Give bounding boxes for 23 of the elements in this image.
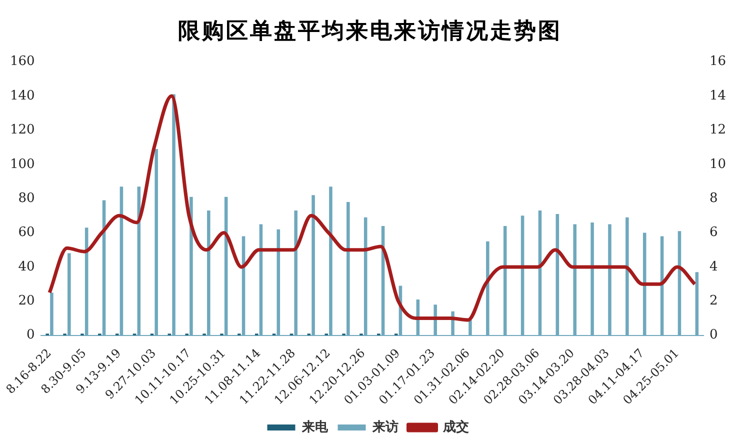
line-series — [48, 94, 696, 322]
y-tick-label: 140 — [10, 88, 35, 104]
y-tick-label: 100 — [10, 156, 35, 172]
y-tick-label: 160 — [10, 54, 35, 70]
legend-label: 来访 — [371, 418, 398, 435]
y-tick-label: 80 — [18, 190, 35, 206]
y2-tick-label: 10 — [709, 156, 726, 172]
y2-tick-label: 8 — [709, 190, 718, 206]
y2-tick-label: 14 — [709, 88, 726, 104]
legend-label: 成交 — [442, 418, 469, 435]
y-tick-label: 20 — [18, 294, 35, 309]
y-tick-label: 120 — [10, 122, 35, 138]
y-tick-label: 40 — [18, 259, 35, 274]
y2-tick-label: 6 — [709, 225, 718, 240]
y2-tick-label: 16 — [709, 54, 726, 70]
y2-tick-label: 4 — [709, 259, 718, 274]
legend-label: 来电 — [300, 420, 329, 435]
y-tick-label: 0 — [26, 328, 35, 343]
y2-tick-label: 0 — [709, 328, 718, 343]
y-tick-label: 60 — [18, 225, 35, 240]
y2-tick-label: 2 — [709, 294, 718, 309]
y2-tick-label: 12 — [709, 122, 726, 138]
chart-title: 限购区单盘平均来电来访情况走势图 — [177, 17, 563, 46]
